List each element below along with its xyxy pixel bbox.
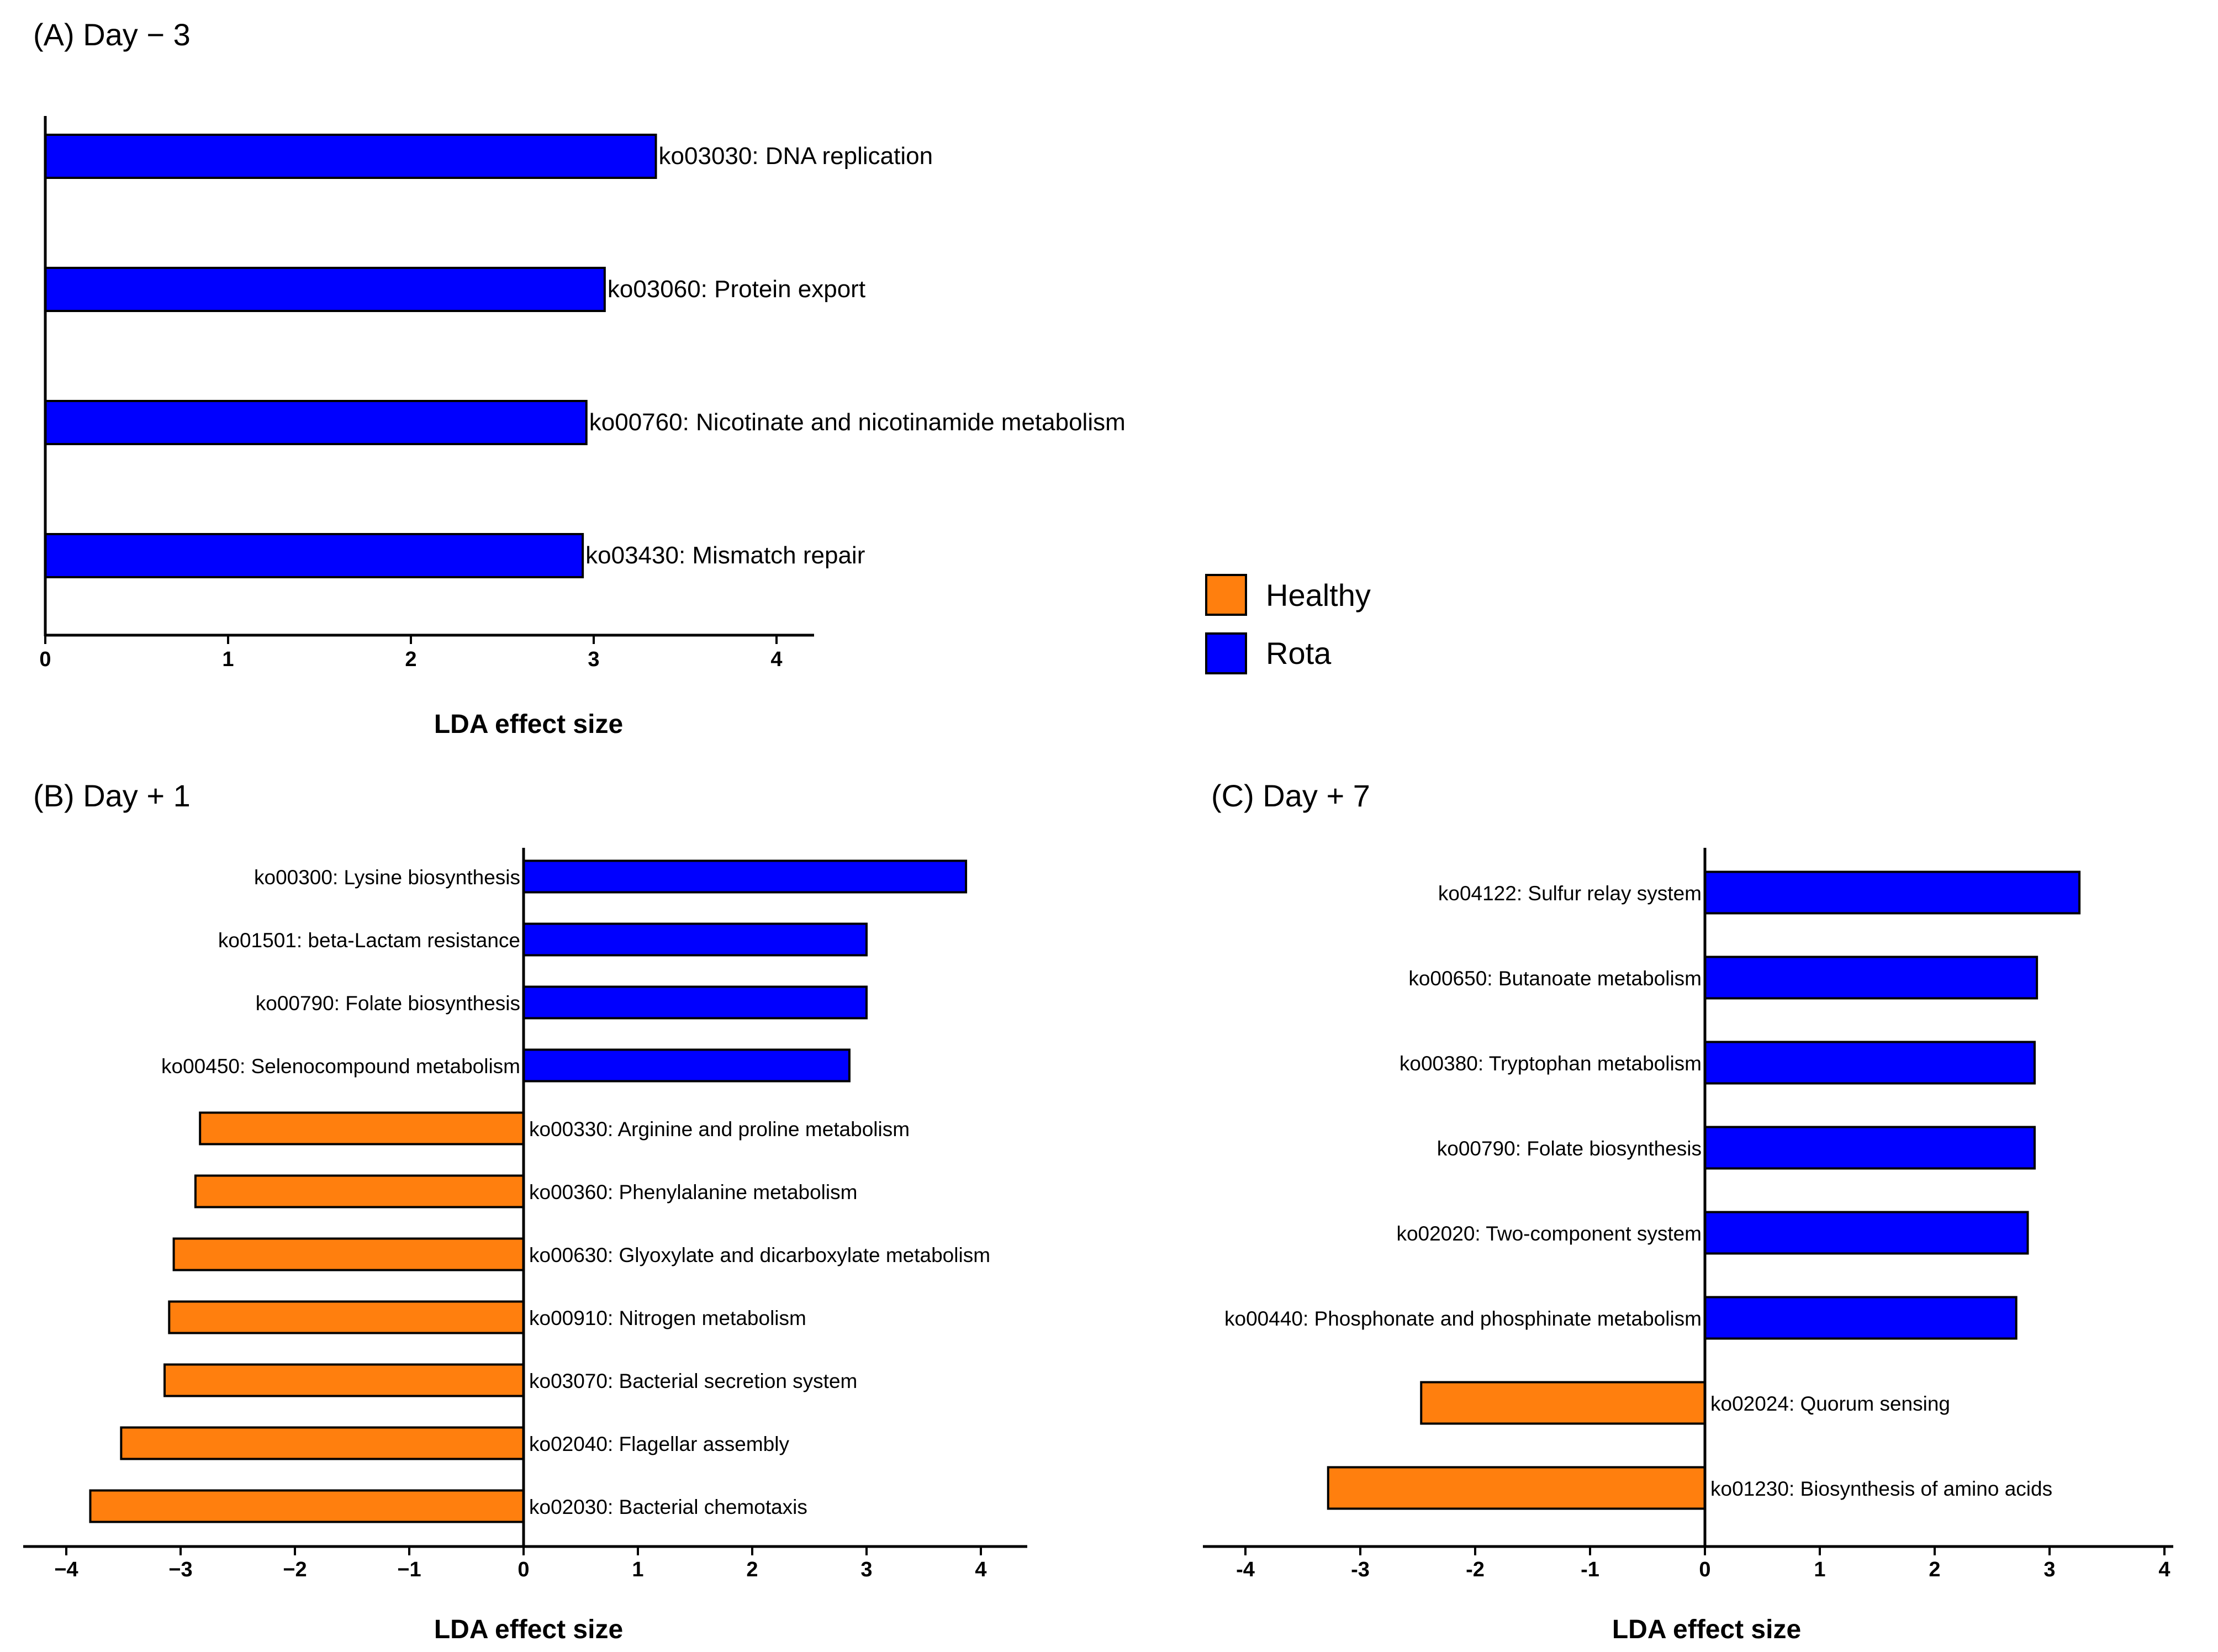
panel-c-x-tick-label-5: 0 [1699, 1558, 1710, 1581]
panel-b-bar-label-2: ko01501: beta-Lactam resistance [218, 929, 520, 952]
panel-b-bar-8 [168, 1300, 525, 1334]
panel-a-bars: ko03030: DNA replication ko03060: Protein… [44, 134, 1126, 578]
panel-a-x-axis-label: LDA effect size [434, 710, 623, 739]
panel-c-x-tick-label-4: -1 [1581, 1558, 1599, 1581]
panel-b-x-tick-label-8: 3 [860, 1558, 872, 1581]
panel-b-x-tick-label-3: −2 [283, 1558, 307, 1581]
panel-c-bar-label-2: ko00650: Butanoate metabolism [1408, 967, 1702, 990]
panel-a-x-tick-label-1: 0 [39, 648, 51, 671]
panel-c-bars: ko04122: Sulfur relay system ko00650: But… [1224, 870, 2081, 1510]
panel-b-bar-4 [522, 1048, 851, 1083]
panel-c-bar-label-1: ko04122: Sulfur relay system [1438, 882, 1702, 905]
panel-b-bar-label-10: ko02040: Flagellar assembly [529, 1433, 789, 1455]
panel-b-x-tick-label-5: 0 [517, 1558, 529, 1581]
panel-a-bar-3 [44, 400, 588, 445]
panel-b-bars: ko00300: Lysine biosynthesis ko01501: bet… [89, 859, 990, 1523]
panel-a-bar-4 [44, 533, 584, 578]
legend-label-healthy: Healthy [1266, 578, 1371, 613]
legend-swatch-rota [1205, 632, 1247, 674]
panel-a-bar-label-4: ko03430: Mismatch repair [585, 542, 865, 569]
legend-label-rota: Rota [1266, 636, 1332, 671]
panel-b-x-tick-label-4: −1 [397, 1558, 421, 1581]
panel-c-title: (C) Day + 7 [1211, 778, 1370, 813]
panel-a-bar-label-1: ko03030: DNA replication [659, 142, 933, 170]
panel-a-bar-2 [44, 267, 606, 312]
panel-b-bar-7 [172, 1237, 525, 1271]
panel-c-x-tick-label-7: 2 [1929, 1558, 1940, 1581]
panel-b-bar-label-8: ko00910: Nitrogen metabolism [529, 1307, 806, 1329]
panel-c-bar-8 [1327, 1466, 1706, 1510]
panel-b-x-axis-label: LDA effect size [434, 1615, 623, 1644]
panel-a-title: (A) Day − 3 [33, 17, 191, 52]
panel-c-bar-2 [1704, 956, 2039, 1000]
panel-a-bar-label-3: ko00760: Nicotinate and nicotinamide met… [589, 409, 1126, 436]
panel-b-x-tick-label-7: 2 [746, 1558, 758, 1581]
panel-c-x-tick-label-6: 1 [1814, 1558, 1825, 1581]
panel-c-bar-label-8: ko01230: Biosynthesis of amino acids [1710, 1477, 2052, 1500]
panel-b-bar-label-9: ko03070: Bacterial secretion system [529, 1370, 857, 1392]
panel-c-bar-label-3: ko00380: Tryptophan metabolism [1400, 1052, 1702, 1075]
panel-b-bar-label-11: ko02030: Bacterial chemotaxis [529, 1496, 807, 1518]
panel-b-x-tick-label-9: 4 [975, 1558, 986, 1581]
panel-a-bar-label-2: ko03060: Protein export [608, 276, 865, 303]
panel-b-x-tick-label-2: −3 [168, 1558, 192, 1581]
panel-b-bar-1 [522, 859, 968, 894]
panel-a-x-tick-label-3: 2 [405, 648, 416, 671]
panel-c-x-tick-label-9: 4 [2158, 1558, 2170, 1581]
panel-b-bar-5 [199, 1111, 525, 1146]
panel-a-x-tick-label-2: 1 [222, 648, 234, 671]
panel-c-bar-6 [1704, 1296, 2018, 1340]
panel-b-bar-label-7: ko00630: Glyoxylate and dicarboxylate me… [529, 1244, 990, 1266]
panel-c-day-plus-7: (C) Day + 7 ko04122: Sulfur relay system… [1203, 778, 2173, 1644]
panel-c-bar-7 [1420, 1381, 1706, 1425]
panel-b-bar-label-6: ko00360: Phenylalanine metabolism [529, 1181, 857, 1204]
panel-c-bar-label-4: ko00790: Folate biosynthesis [1437, 1137, 1702, 1160]
panel-b-axes: −4 −3 −2 −1 0 1 2 3 4 [23, 848, 1027, 1581]
panel-b-x-tick-label-6: 1 [632, 1558, 643, 1581]
panel-c-x-axis-label: LDA effect size [1612, 1615, 1801, 1644]
panel-b-bar-label-4: ko00450: Selenocompound metabolism [161, 1055, 520, 1078]
panel-a-x-tick-label-4: 3 [588, 648, 599, 671]
panel-c-x-tick-label-8: 3 [2043, 1558, 2055, 1581]
panel-c-x-tick-label-2: -3 [1351, 1558, 1370, 1581]
panel-c-axes: -4 -3 -2 -1 0 1 2 3 4 [1203, 848, 2173, 1581]
panel-b-title: (B) Day + 1 [33, 778, 191, 813]
panel-c-bar-5 [1704, 1211, 2029, 1255]
panel-a-day-minus-3: (A) Day − 3 ko03030: DNA replicationko03… [33, 17, 1126, 739]
panel-b-bar-9 [163, 1363, 525, 1397]
panel-c-bar-label-7: ko02024: Quorum sensing [1710, 1392, 1950, 1415]
legend: Healthy Rota [1205, 574, 1371, 674]
panel-b-bar-10 [120, 1426, 525, 1460]
panel-c-x-tick-label-1: -4 [1236, 1558, 1255, 1581]
panel-c-bar-label-6: ko00440: Phosphonate and phosphinate met… [1224, 1307, 1702, 1330]
panel-b-bar-label-3: ko00790: Folate biosynthesis [256, 992, 520, 1015]
panel-a-x-tick-label-5: 4 [770, 648, 782, 671]
panel-c-bar-1 [1704, 870, 2081, 915]
panel-b-bar-label-5: ko00330: Arginine and proline metabolism [529, 1118, 910, 1141]
panel-c-x-tick-label-3: -2 [1466, 1558, 1485, 1581]
panel-b-bar-3 [522, 985, 868, 1020]
panel-b-bar-label-1: ko00300: Lysine biosynthesis [254, 866, 520, 889]
panel-b-bar-11 [89, 1489, 525, 1523]
panel-b-day-plus-1: (B) Day + 1 ko00300: Lysine biosynthesis… [23, 778, 1027, 1644]
panel-a-bar-1 [44, 134, 657, 179]
panel-b-bar-6 [194, 1174, 525, 1208]
panel-a-axes: 0 1 2 3 4 [39, 116, 814, 671]
panel-c-bar-3 [1704, 1041, 2036, 1085]
panel-b-x-tick-label-1: −4 [54, 1558, 78, 1581]
panel-c-bar-4 [1704, 1126, 2036, 1170]
panel-c-bar-label-5: ko02020: Two-component system [1396, 1222, 1702, 1245]
panel-b-bar-2 [522, 922, 868, 957]
legend-swatch-healthy [1205, 574, 1247, 616]
